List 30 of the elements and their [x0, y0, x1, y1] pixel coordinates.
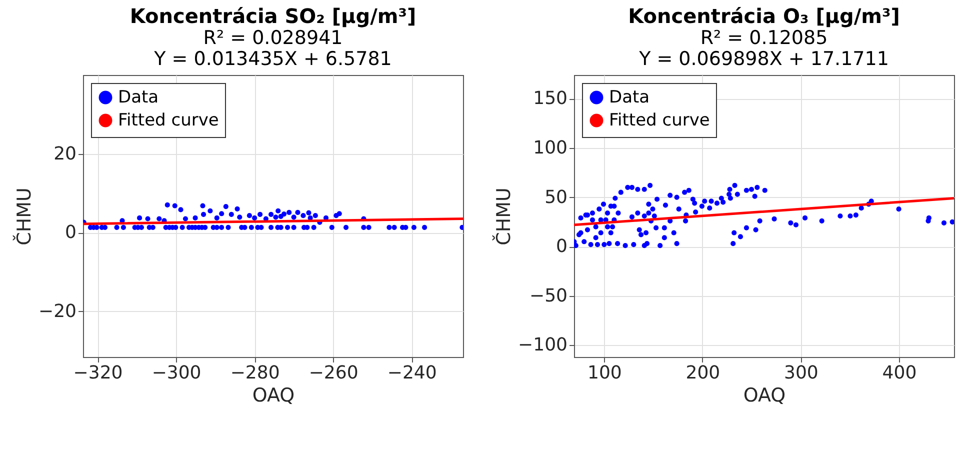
- chart-subtitle: R² = 0.12085 Y = 0.069898X + 17.1711: [638, 27, 889, 70]
- y-tick-label: 20: [54, 143, 76, 164]
- y-tick-label: −50: [530, 285, 568, 306]
- legend-label: Fitted curve: [609, 110, 710, 130]
- x-tick-label: 200: [686, 362, 720, 384]
- y-tick-label: 150: [533, 88, 568, 110]
- x-axis-title: OAQ: [743, 384, 786, 406]
- y-tick-label: 0: [556, 236, 568, 258]
- x-tick-label: −280: [230, 362, 280, 384]
- x-tick-label: −240: [387, 362, 437, 384]
- y-tick-label: 0: [65, 222, 76, 244]
- chart-title: Koncentrácia SO₂ [µg/m³]: [130, 4, 416, 28]
- x-tick-label: −320: [73, 362, 123, 384]
- y-tick-label: −100: [518, 334, 568, 356]
- legend-label: Data: [609, 88, 650, 108]
- legend-label: Data: [118, 88, 159, 108]
- y-tick-label: 50: [544, 186, 568, 208]
- chart-title: Koncentrácia O₃ [µg/m³]: [628, 4, 900, 28]
- y-tick-label: 100: [533, 137, 568, 158]
- chart-subtitle: R² = 0.028941 Y = 0.013435X + 6.5781: [153, 27, 392, 70]
- x-tick-label: −260: [308, 362, 358, 384]
- x-tick-label: 400: [882, 362, 917, 384]
- x-axis-title: OAQ: [252, 384, 295, 406]
- y-axis-title: ČHMU: [492, 188, 516, 246]
- x-tick-label: −300: [152, 362, 202, 384]
- y-axis-title: ČHMU: [12, 188, 36, 246]
- x-tick-label: 100: [587, 362, 622, 384]
- y-tick-label: −20: [38, 300, 76, 322]
- legend-label: Fitted curve: [118, 110, 219, 130]
- x-tick-label: 300: [784, 362, 818, 384]
